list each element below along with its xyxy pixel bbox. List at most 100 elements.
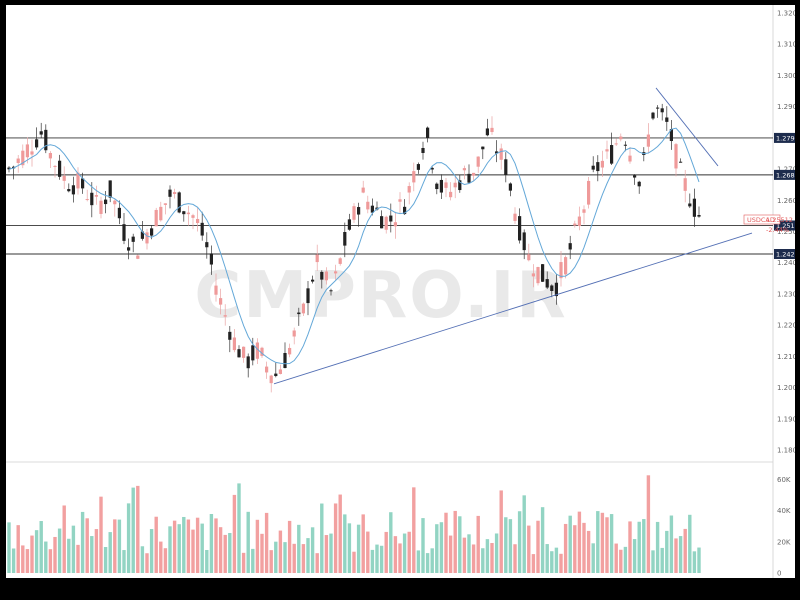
candle-body	[196, 218, 200, 224]
volume-tick-label: 0	[777, 570, 781, 578]
candle-body	[21, 150, 25, 166]
candle-body	[76, 172, 80, 189]
watermark-text: CMPRO.IR	[194, 259, 567, 333]
volume-bar	[218, 527, 223, 573]
volume-bar	[297, 524, 301, 573]
candle-body	[122, 224, 126, 241]
volume-bar	[149, 529, 154, 573]
candle-body	[113, 200, 117, 205]
candle-body	[614, 143, 618, 145]
falling-resistance-trendline	[655, 87, 719, 167]
volume-bar	[632, 539, 637, 573]
volume-axis: 60K 40K 20K 0	[777, 476, 791, 577]
rising-support-trendline	[273, 232, 753, 385]
volume-bar	[517, 511, 522, 573]
candle-body	[140, 231, 144, 239]
volume-bar	[21, 545, 25, 573]
volume-bar	[513, 544, 517, 573]
volume-bar	[559, 553, 563, 573]
candle-body	[573, 223, 577, 226]
candle-body	[412, 171, 416, 183]
change-label: -2.44%	[766, 226, 789, 234]
volume-bar	[356, 524, 361, 573]
volume-bar	[697, 547, 701, 573]
candle-body	[637, 181, 641, 187]
volume-bar	[145, 553, 149, 573]
level-tag: 1.26814	[774, 169, 800, 180]
candle-body	[48, 152, 52, 159]
candle-body	[260, 347, 264, 356]
candle-body	[384, 216, 388, 230]
candle-body	[205, 242, 209, 248]
volume-bar	[458, 516, 462, 573]
candle-body	[104, 199, 108, 205]
volume-bar	[117, 519, 122, 573]
candle-body	[660, 108, 664, 113]
volume-bar	[287, 520, 292, 573]
volume-bar	[274, 541, 278, 573]
candle-body	[596, 162, 600, 172]
volume-bar	[678, 536, 683, 573]
volume-bar	[688, 514, 692, 573]
volume-bar	[200, 523, 204, 573]
candle-body	[25, 144, 29, 158]
candle-body	[495, 151, 499, 154]
price-tick-label: 1.19000	[777, 415, 795, 423]
price-tick-label: 1.30000	[777, 72, 795, 80]
volume-bar	[62, 505, 66, 573]
candle-body	[485, 128, 489, 136]
volume-bar	[619, 549, 623, 573]
volume-bar	[278, 530, 283, 573]
candle-body	[541, 264, 545, 282]
candle-body	[44, 129, 48, 151]
volume-bar	[186, 519, 191, 573]
volume-bar	[669, 515, 674, 573]
candle-body	[407, 186, 411, 193]
candle-body	[237, 349, 241, 358]
volume-bar	[462, 537, 467, 573]
volume-bar	[655, 521, 660, 573]
candle-body	[288, 347, 292, 355]
volume-bar	[361, 514, 365, 573]
volume-bar	[545, 544, 549, 573]
volume-bar	[246, 511, 250, 573]
volume-bar	[30, 535, 34, 573]
volume-bar	[416, 550, 421, 573]
candle-body	[278, 369, 282, 374]
candle-body	[435, 183, 439, 190]
candle-body	[421, 147, 425, 153]
volume-bar	[329, 533, 333, 573]
candle-body	[117, 207, 121, 219]
candle-body	[99, 200, 103, 214]
volume-bar	[531, 554, 536, 573]
candle-body	[449, 191, 453, 198]
volume-bar	[614, 543, 618, 573]
price-tick-label: 1.22000	[777, 322, 795, 330]
volume-bar	[255, 519, 260, 573]
volume-bar	[660, 547, 664, 573]
volume-bar	[384, 531, 388, 573]
volume-bar	[605, 517, 609, 573]
candle-body	[633, 175, 637, 178]
volume-bar	[527, 525, 531, 573]
candle-body	[688, 203, 692, 207]
candle-body	[577, 216, 581, 226]
volume-bar	[343, 514, 347, 573]
volume-bar	[85, 518, 89, 573]
candles	[7, 103, 701, 393]
candle-body	[472, 172, 476, 176]
candle-body	[343, 232, 347, 246]
volume-bar	[237, 483, 241, 573]
candle-body	[352, 206, 356, 220]
volume-bar	[596, 511, 600, 573]
candle-body	[619, 136, 623, 140]
price-chart[interactable]: CMPRO.IR 1.32000 1.31000 1.30000 1.29000 1.2…	[6, 5, 800, 592]
candle-body	[674, 144, 678, 169]
candle-body	[219, 298, 223, 305]
volume-bar	[136, 485, 140, 573]
volume-bar	[16, 525, 20, 573]
volume-bar	[283, 542, 287, 573]
candle-body	[209, 253, 213, 265]
candle-body	[223, 315, 227, 317]
